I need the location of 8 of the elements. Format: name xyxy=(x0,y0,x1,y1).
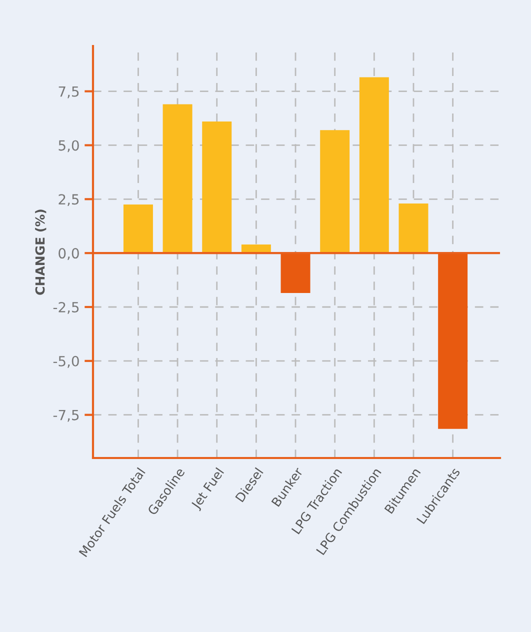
y-tick-label: 2,5 xyxy=(58,194,79,206)
y-tick-label: 0,0 xyxy=(58,248,79,260)
y-tick-label: 5,0 xyxy=(58,140,79,152)
y-tick-label: -2,5 xyxy=(53,302,79,314)
y-tick-label: -7,5 xyxy=(53,410,79,422)
y-tick-label: 7,5 xyxy=(58,86,79,98)
y-axis-title: CHANGE (%) xyxy=(35,210,46,295)
y-tick-label: -5,0 xyxy=(53,356,79,368)
